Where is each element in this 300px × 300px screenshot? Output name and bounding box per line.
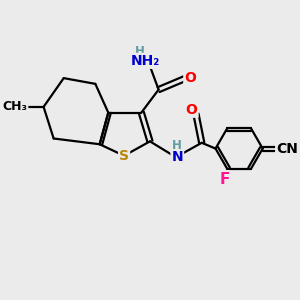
Text: O: O bbox=[186, 103, 198, 117]
Text: NH₂: NH₂ bbox=[131, 54, 160, 68]
Text: F: F bbox=[219, 172, 230, 187]
Text: CH₃: CH₃ bbox=[2, 100, 27, 113]
Text: CN: CN bbox=[276, 142, 298, 156]
Text: O: O bbox=[184, 71, 196, 85]
Text: H: H bbox=[172, 139, 182, 152]
Text: S: S bbox=[119, 149, 129, 163]
Text: N: N bbox=[172, 150, 183, 164]
Text: H: H bbox=[135, 45, 145, 58]
